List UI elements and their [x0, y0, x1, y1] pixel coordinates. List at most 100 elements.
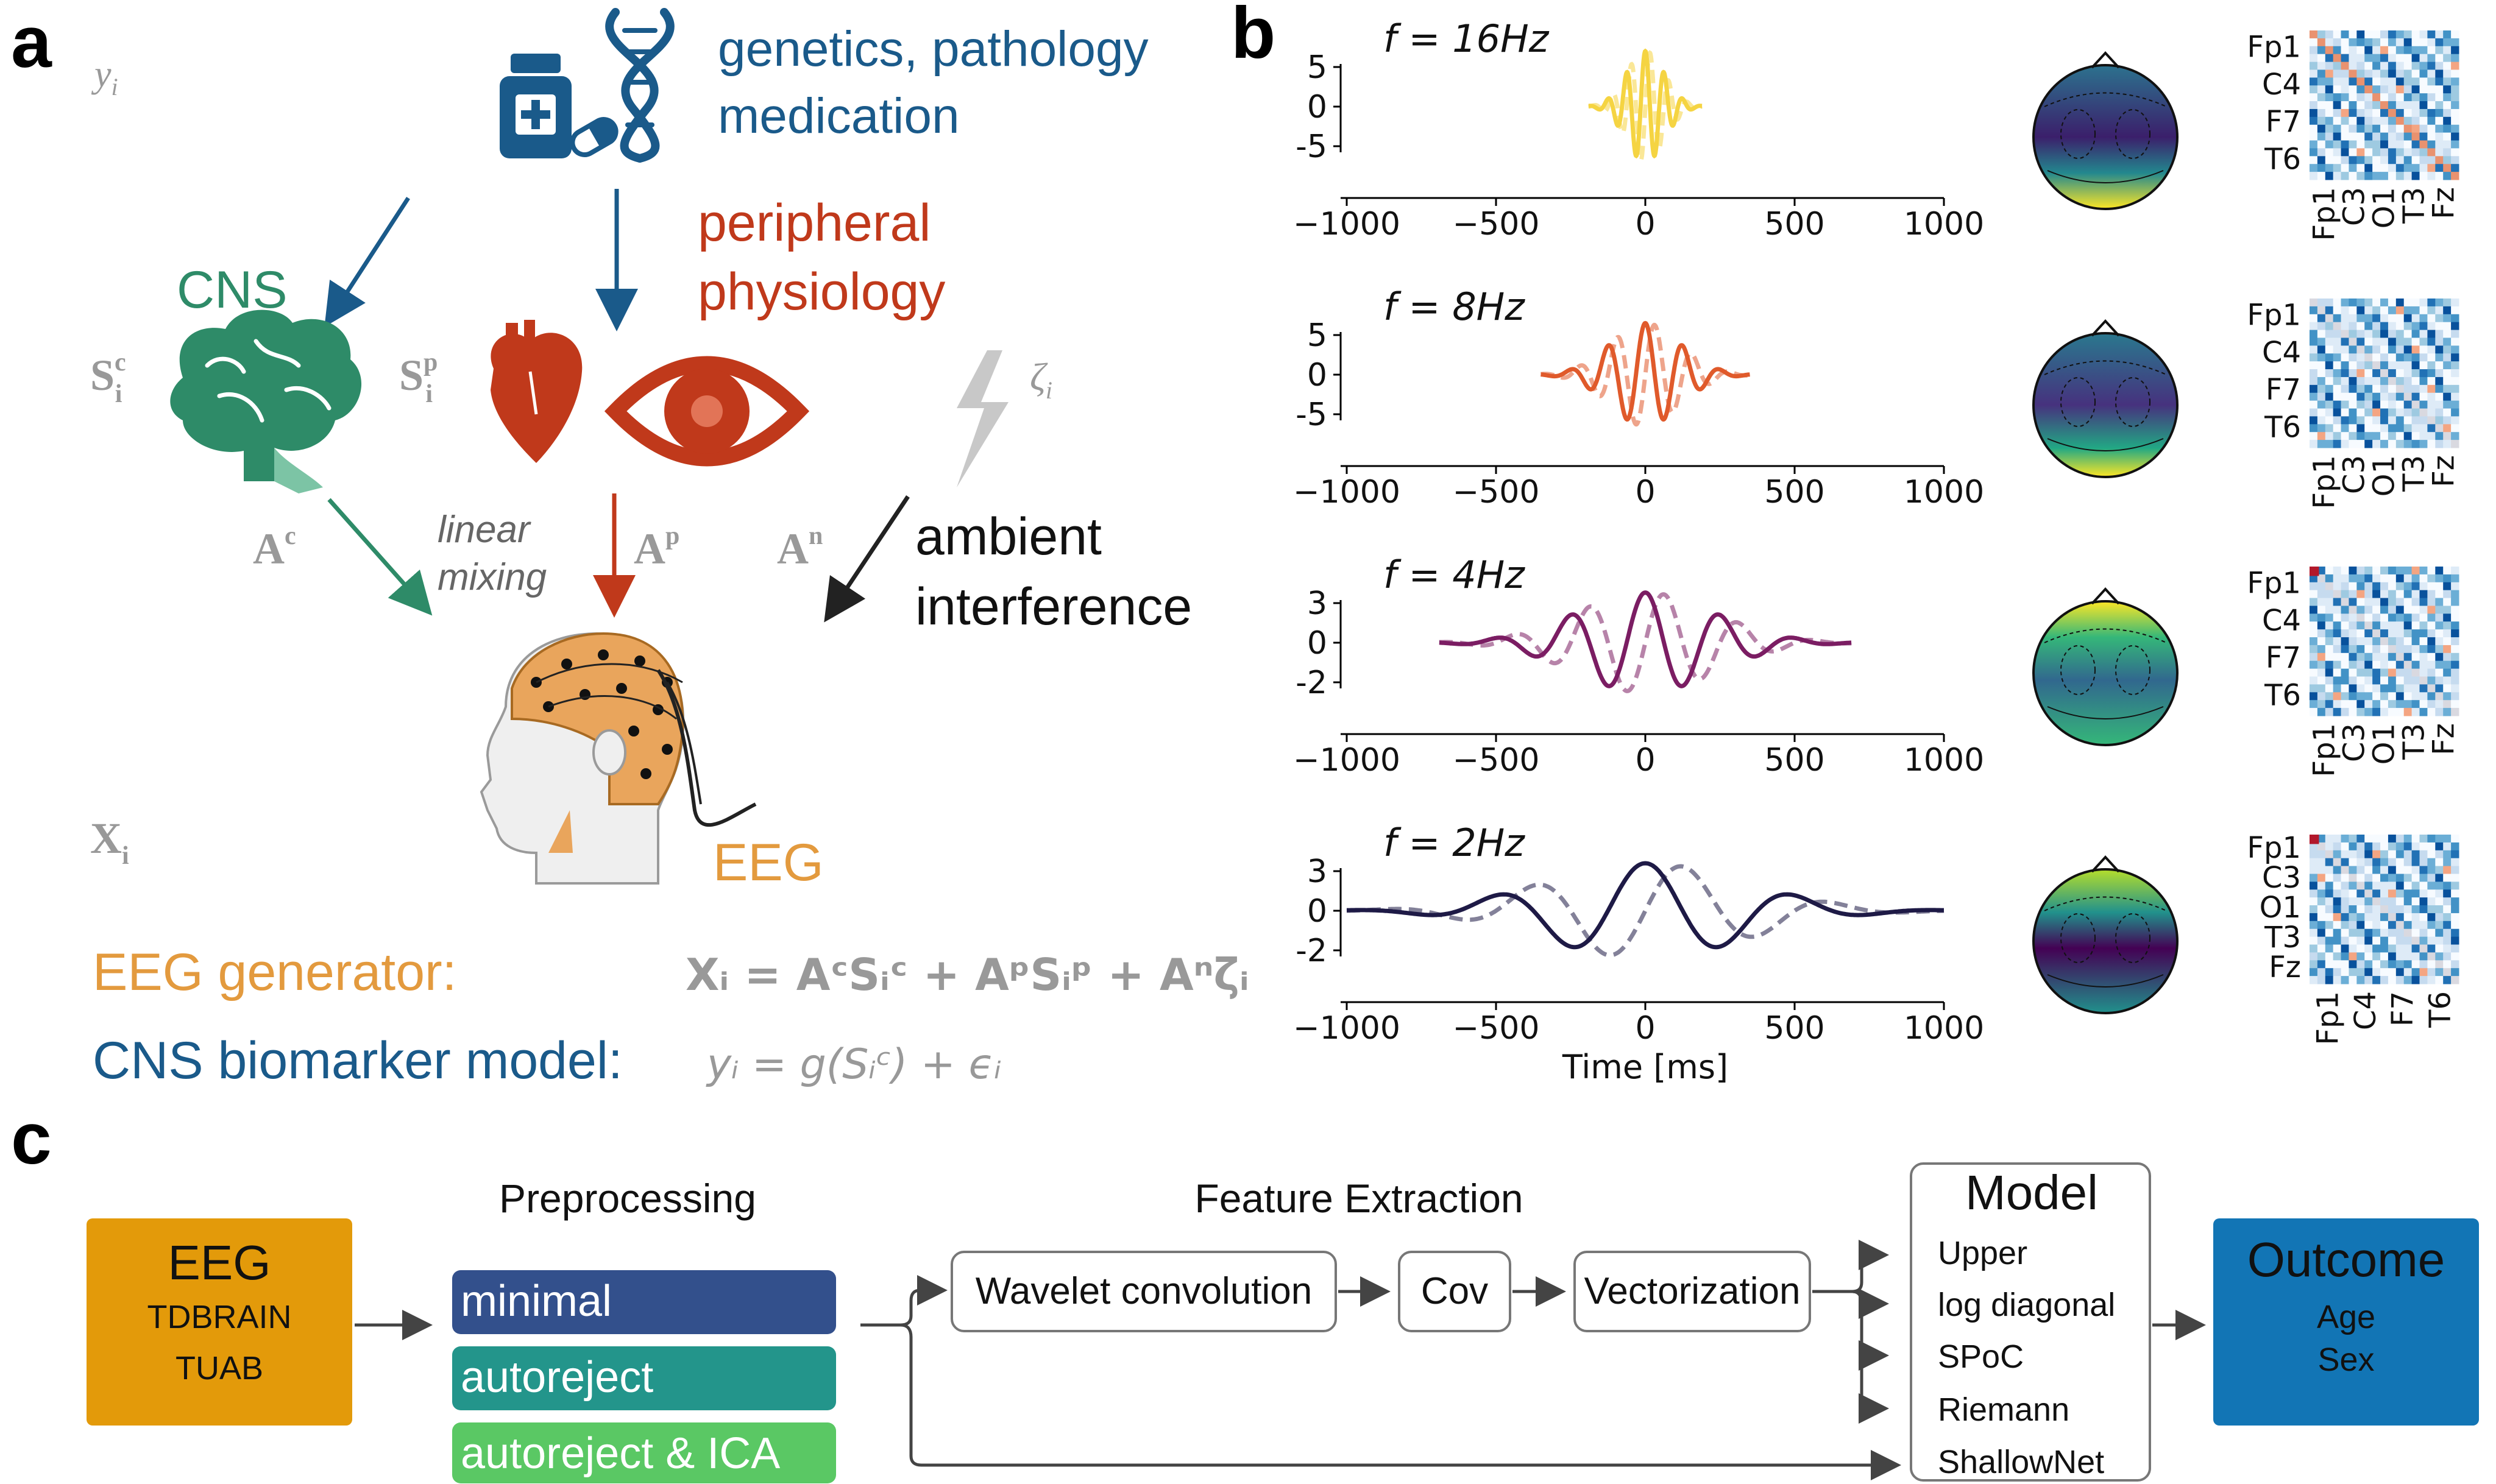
covariance-cell [2341, 164, 2349, 172]
covariance-cell [2380, 882, 2389, 890]
covariance-col-label: Fp1 [2311, 991, 2345, 1045]
covariance-cell [2364, 314, 2373, 323]
covariance-cell [2395, 567, 2405, 575]
covariance-cell [2380, 54, 2389, 63]
covariance-cell [2403, 140, 2413, 149]
covariance-cell [2372, 676, 2381, 685]
covariance-cell [2388, 46, 2397, 55]
covariance-cell [2419, 684, 2428, 693]
covariance-cell [2380, 299, 2389, 307]
covariance-cell [2364, 30, 2373, 39]
covariance-cell [2403, 621, 2413, 630]
covariance-cell [2451, 353, 2459, 362]
covariance-cell [2435, 882, 2444, 890]
covariance-cell [2403, 62, 2413, 70]
covariance-cell [2451, 676, 2459, 685]
covariance-cell [2411, 905, 2420, 914]
covariance-cell [2380, 172, 2389, 180]
covariance-cell [2451, 85, 2459, 94]
covariance-cell [2356, 835, 2365, 843]
covariance-cell [2451, 156, 2459, 164]
covariance-cell [2341, 882, 2349, 890]
covariance-cell [2395, 361, 2405, 370]
y-tick-label: 3 [1307, 853, 1327, 890]
covariance-cell [2443, 866, 2452, 874]
covariance-cell [2349, 306, 2357, 315]
covariance-cell [2435, 299, 2444, 307]
covariance-cell [2451, 574, 2459, 583]
covariance-cell [2349, 676, 2357, 685]
generator-label: EEG generator: [93, 943, 457, 1002]
covariance-cell [2372, 976, 2381, 984]
covariance-cell [2395, 645, 2405, 654]
covariance-cell [2325, 337, 2334, 346]
covariance-cell [2364, 432, 2373, 440]
covariance-cell [2341, 668, 2349, 677]
wavelet-real-curve [1588, 48, 1703, 159]
covariance-cell [2310, 376, 2318, 386]
covariance-cell [2349, 684, 2357, 693]
covariance-cell [2356, 353, 2365, 362]
covariance-cell [2317, 668, 2326, 677]
covariance-cell [2403, 645, 2413, 654]
covariance-cell [2427, 392, 2436, 401]
covariance-cell [2341, 416, 2349, 425]
covariance-cell [2317, 613, 2326, 622]
covariance-cell [2435, 314, 2444, 323]
covariance-cell [2388, 30, 2397, 39]
covariance-cell [2380, 337, 2389, 346]
covariance-cell [2443, 440, 2452, 448]
covariance-cell [2356, 30, 2365, 39]
covariance-cell [2451, 621, 2459, 630]
covariance-cell [2317, 337, 2326, 346]
covariance-cell [2380, 38, 2389, 47]
covariance-cell [2349, 858, 2357, 867]
covariance-cell [2333, 400, 2342, 409]
covariance-cell [2388, 976, 2397, 984]
covariance-cell [2388, 85, 2397, 94]
covariance-cell [2388, 944, 2397, 953]
covariance-cell [2364, 369, 2373, 378]
covariance-cell [2349, 590, 2357, 599]
covariance-cell [2372, 46, 2381, 55]
covariance-cell [2310, 69, 2318, 78]
covariance-cell [2317, 424, 2326, 433]
covariance-cell [2380, 353, 2389, 362]
covariance-cell [2310, 30, 2318, 39]
covariance-cell [2388, 140, 2397, 149]
covariance-cell [2341, 38, 2349, 47]
covariance-cell [2364, 866, 2373, 874]
covariance-cell [2419, 54, 2428, 63]
covariance-cell [2310, 882, 2318, 890]
covariance-cell [2317, 432, 2326, 440]
covariance-cell [2380, 400, 2389, 409]
covariance-cell [2380, 952, 2389, 961]
covariance-cell [2388, 69, 2397, 78]
covariance-cell [2341, 148, 2349, 157]
covariance-cell [2372, 882, 2381, 890]
covariance-cell [2395, 700, 2405, 708]
covariance-cell [2435, 116, 2444, 125]
covariance-cell [2435, 132, 2444, 141]
covariance-cell [2427, 361, 2436, 370]
covariance-cell [2349, 164, 2357, 172]
covariance-cell [2380, 156, 2389, 164]
covariance-cell [2403, 69, 2413, 78]
covariance-cell [2435, 621, 2444, 630]
covariance-cell [2427, 148, 2436, 157]
covariance-cell [2395, 124, 2405, 133]
covariance-cell [2325, 629, 2334, 638]
covariance-cell [2333, 353, 2342, 362]
covariance-cell [2333, 889, 2342, 898]
covariance-cell [2317, 124, 2326, 133]
covariance-cell [2333, 850, 2342, 859]
covariance-cell [2341, 299, 2349, 307]
covariance-cell [2443, 85, 2452, 94]
covariance-cell [2341, 652, 2349, 662]
covariance-cell [2325, 164, 2334, 172]
covariance-cell [2443, 874, 2452, 882]
prep-autoreject-ica-box [452, 1422, 836, 1483]
covariance-cell [2310, 621, 2318, 630]
covariance-cell [2333, 93, 2342, 102]
covariance-cell [2341, 140, 2349, 149]
